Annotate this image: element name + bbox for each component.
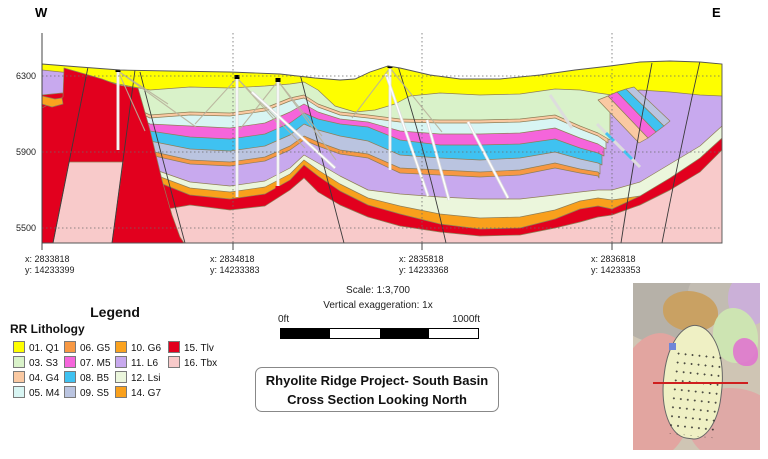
scalebar-start-label: 0ft <box>278 314 290 325</box>
legend-item: 07. M5 <box>64 353 111 369</box>
west-label: W <box>35 5 48 20</box>
legend-item: 15. Tlv <box>168 338 214 354</box>
legend-swatch <box>115 356 127 368</box>
legend-item: 14. G7 <box>115 383 161 399</box>
legend-group-title: RR Lithology <box>10 322 85 336</box>
legend-item: 06. G5 <box>64 338 110 354</box>
drillholes <box>115 64 642 201</box>
legend-swatch <box>13 341 25 353</box>
scalebar-end-label: 1000ft <box>452 314 480 325</box>
section-outline <box>41 60 723 244</box>
legend-item: 01. Q1 <box>13 338 59 354</box>
legend-swatch <box>115 371 127 383</box>
legend-swatch <box>115 341 127 353</box>
east-label: E <box>712 5 721 20</box>
map-section-line <box>653 382 748 384</box>
legend-swatch <box>64 341 76 353</box>
vertical-exaggeration-text: Vertical exaggeration: 1x <box>323 300 433 311</box>
legend-title: Legend <box>90 304 140 320</box>
legend-item: 16. Tbx <box>168 353 217 369</box>
unit-g6-sliver <box>42 95 64 108</box>
legend-item: 11. L6 <box>115 353 158 369</box>
legend-swatch <box>168 356 180 368</box>
axis <box>41 33 613 250</box>
legend-swatch <box>13 356 25 368</box>
legend-swatch <box>13 371 25 383</box>
map-blue-marker <box>669 343 676 350</box>
coordinate-label: x: 2833818 y: 14233399 <box>25 254 75 275</box>
map-drillhole-dots <box>666 348 724 439</box>
figure-title-box: Rhyolite Ridge Project- South Basin Cros… <box>255 367 499 412</box>
legend-swatch <box>168 341 180 353</box>
legend-swatch <box>64 371 76 383</box>
legend-item: 05. M4 <box>13 383 60 399</box>
coordinate-label: x: 2834818 y: 14233383 <box>210 254 260 275</box>
legend-swatch <box>13 386 25 398</box>
legend-item: 10. G6 <box>115 338 161 354</box>
legend-item: 04. G4 <box>13 368 59 384</box>
legend-item: 12. Lsi <box>115 368 160 384</box>
location-map <box>633 283 760 450</box>
elevation-label: 5900 <box>15 147 36 157</box>
legend-swatch <box>115 386 127 398</box>
legend-item: 08. B5 <box>64 368 109 384</box>
legend-swatch <box>64 356 76 368</box>
legend-item: 03. S3 <box>13 353 58 369</box>
coordinate-label: x: 2836818 y: 14233353 <box>591 254 641 275</box>
legend-swatch <box>64 386 76 398</box>
scale-text: Scale: 1:3,700 <box>346 285 410 296</box>
grid-lines <box>42 33 722 243</box>
fault-lines <box>52 61 701 243</box>
elevation-label: 5500 <box>15 223 36 233</box>
elevation-label: 6300 <box>15 71 36 81</box>
scale-bar <box>280 328 479 339</box>
figure-title-line2: Cross Section Looking North <box>287 392 467 407</box>
figure-title-line1: Rhyolite Ridge Project- South Basin <box>265 373 489 388</box>
cross-section-canvas <box>41 33 723 250</box>
map-magenta-unit <box>733 338 758 366</box>
legend-item: 09. S5 <box>64 383 109 399</box>
coordinate-label: x: 2835818 y: 14233368 <box>399 254 449 275</box>
fault-sliver-s5 <box>625 86 671 127</box>
